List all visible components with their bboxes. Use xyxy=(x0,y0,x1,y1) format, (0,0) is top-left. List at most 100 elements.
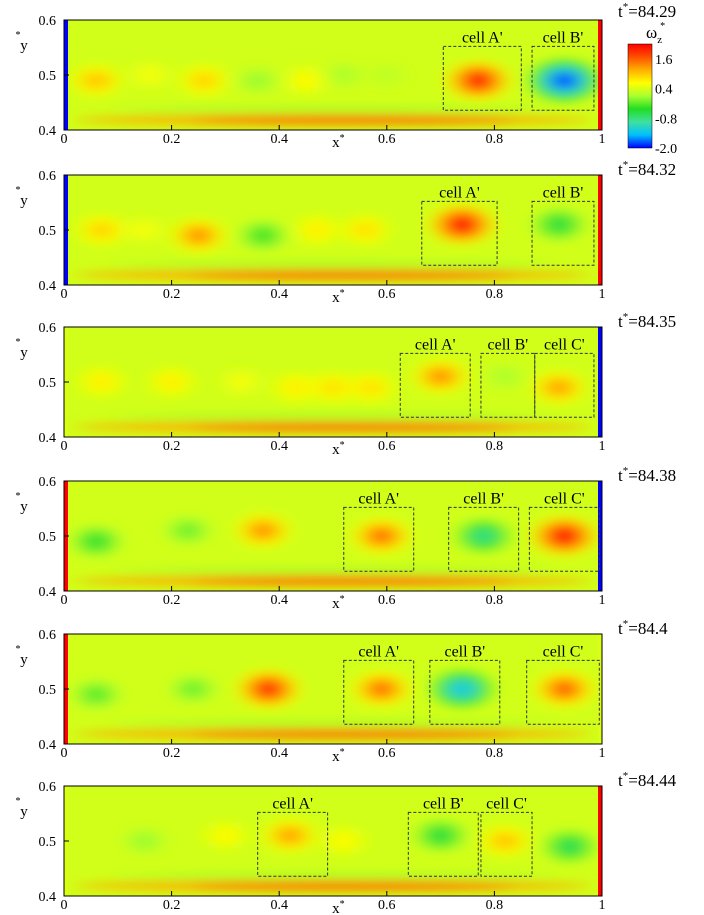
vortex-contour xyxy=(556,683,573,695)
vortex-core xyxy=(414,359,467,394)
vortex-contour xyxy=(282,829,298,842)
vortex-contour xyxy=(186,683,200,695)
y-tick-label: 0.6 xyxy=(39,628,57,643)
vortex-contour xyxy=(256,230,271,241)
bottom-shear-band xyxy=(74,262,592,280)
cell-box xyxy=(421,200,498,266)
vortex-core xyxy=(295,214,339,246)
cell-box xyxy=(448,506,520,572)
vortex-core xyxy=(285,65,328,96)
colorbar-label: ωz* xyxy=(646,21,665,46)
x-tick-label: 0.4 xyxy=(270,439,288,454)
y-axis-label: y xyxy=(20,193,28,209)
cell-box xyxy=(531,200,595,266)
y-tick-label: 0.4 xyxy=(39,431,57,446)
vortex-contour xyxy=(94,224,109,236)
right-wall-layer xyxy=(598,327,602,437)
vortex-core xyxy=(354,518,409,554)
vortex-core xyxy=(447,60,509,101)
x-tick-label: 0.6 xyxy=(378,898,396,913)
vortex-core xyxy=(149,366,194,398)
cell-box xyxy=(442,45,522,111)
x-tick-label: 0.6 xyxy=(378,746,396,761)
contour-field xyxy=(64,327,602,437)
x-tick-label: 0.2 xyxy=(163,746,181,761)
cell-box xyxy=(480,352,536,418)
vortex-contour xyxy=(219,830,232,841)
x-tick-label: 0 xyxy=(61,132,68,147)
x-tick-label: 0.4 xyxy=(270,132,288,147)
cell-box xyxy=(429,659,501,725)
vortex-core xyxy=(533,207,585,242)
contour-field xyxy=(64,481,602,591)
cell-box xyxy=(480,811,533,877)
y-axis-label-sup: * xyxy=(16,185,21,196)
x-tick-label: 0.8 xyxy=(486,898,504,913)
y-axis-label: y xyxy=(20,345,28,361)
y-tick-label: 0.6 xyxy=(39,475,57,490)
vortex-core xyxy=(165,514,211,547)
y-axis-label: y xyxy=(20,499,28,515)
cell-label: cell C' xyxy=(544,336,585,353)
contour-field xyxy=(64,175,602,285)
y-tick-label: 0.5 xyxy=(39,835,57,850)
vortex-contour xyxy=(337,70,350,80)
panel-1: 0 0.2 0.4 0.6 0.8 1 x* 0.6 0.5 0.4 y* cell A' cell B… xyxy=(16,1,677,151)
vortex-contour xyxy=(197,75,211,86)
x-axis-label: x* xyxy=(332,440,345,458)
y-tick-label: 0.5 xyxy=(39,224,57,239)
y-axis-label-sup: * xyxy=(16,337,21,348)
cell-label: cell A' xyxy=(272,795,313,812)
x-tick-label: 0.6 xyxy=(378,593,396,608)
vortex-core xyxy=(264,818,316,853)
vortex-core xyxy=(533,370,585,405)
vortex-contour xyxy=(452,217,472,232)
y-axis-label-sup: * xyxy=(16,644,21,655)
cell-label: cell B' xyxy=(444,643,485,660)
cell-label: cell A' xyxy=(439,184,480,201)
contour-field xyxy=(64,786,602,896)
vortex-contour xyxy=(475,530,492,542)
vortex-cores xyxy=(79,359,585,405)
y-axis-label-sup: * xyxy=(16,796,21,807)
right-wall-layer xyxy=(598,20,602,130)
y-tick-label: 0.4 xyxy=(39,124,57,139)
panel-3: 0 0.2 0.4 0.6 0.8 1 x* 0.6 0.5 0.4 y* cell A' cell B… xyxy=(16,311,677,458)
bottom-shear-band xyxy=(74,721,592,739)
y-tick-label: 0.6 xyxy=(39,321,57,336)
x-axis-label: x* xyxy=(332,288,345,306)
cell-label: cell A' xyxy=(415,336,456,353)
y-tick-label: 0.5 xyxy=(39,69,57,84)
x-tick-label: 1 xyxy=(599,439,606,454)
colorbar-tick-label: 0.4 xyxy=(655,83,673,98)
vortex-core xyxy=(124,215,166,245)
panels-group: 0 0.2 0.4 0.6 0.8 1x*0.60.50.4y* cell A' cell B… xyxy=(16,1,677,915)
vortex-contour xyxy=(89,75,104,86)
cell-box xyxy=(343,659,415,725)
contour-field xyxy=(64,20,602,130)
cell-label: cell B' xyxy=(463,490,504,507)
field-background xyxy=(64,634,602,744)
x-tick-label: 0.4 xyxy=(270,898,288,913)
time-label: t*=84.29 xyxy=(618,1,676,21)
cell-box xyxy=(534,352,595,418)
cell-box xyxy=(528,506,600,572)
vortex-contour xyxy=(381,70,393,80)
x-tick-label: 0.8 xyxy=(486,439,504,454)
x-axis-label: x* xyxy=(332,747,345,765)
vortex-core xyxy=(430,204,494,245)
vortex-cores xyxy=(78,204,585,253)
vortex-contour xyxy=(551,381,567,394)
panel-6: 0 0.2 0.4 0.6 0.8 1 x* 0.6 0.5 0.4 y* cell A' cell B… xyxy=(16,770,677,915)
y-axis-label: y xyxy=(20,804,28,820)
vortex-core xyxy=(172,218,225,253)
vortex-core xyxy=(238,669,299,709)
x-tick-label: 0 xyxy=(61,287,68,302)
cell-box xyxy=(257,811,329,877)
vortex-core xyxy=(348,371,394,404)
bottom-shear-band xyxy=(74,568,592,586)
vortex-core xyxy=(322,826,365,856)
vortex-contour xyxy=(89,689,104,700)
y-axis-label: y xyxy=(20,38,28,54)
